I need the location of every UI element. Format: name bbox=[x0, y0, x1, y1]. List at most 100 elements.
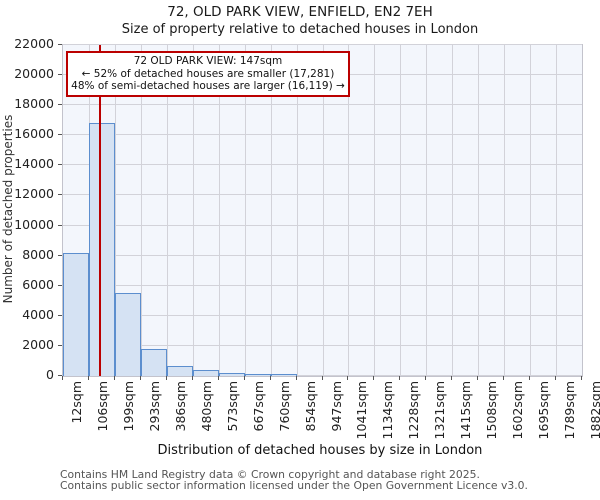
x-tick-mark bbox=[295, 376, 297, 380]
x-tick-label: 1695sqm bbox=[536, 381, 552, 440]
x-tick-label: 854sqm bbox=[302, 381, 318, 432]
x-tick-mark bbox=[347, 376, 349, 380]
x-tick-label: 480sqm bbox=[198, 381, 214, 432]
x-tick-label: 386sqm bbox=[172, 381, 188, 432]
y-tick-mark bbox=[58, 314, 62, 316]
histogram-bar bbox=[63, 252, 89, 376]
gridline-v bbox=[140, 45, 142, 376]
gridline-v bbox=[270, 45, 272, 376]
gridline-v bbox=[478, 45, 480, 376]
x-tick-label: 1602sqm bbox=[510, 381, 526, 440]
x-tick-mark bbox=[425, 376, 427, 380]
y-tick-mark bbox=[58, 254, 62, 256]
x-tick-label: 1882sqm bbox=[588, 381, 600, 440]
gridline-v bbox=[218, 45, 220, 376]
plot-area: 72 OLD PARK VIEW: 147sqm ← 52% of detach… bbox=[62, 44, 583, 377]
histogram-bar bbox=[218, 372, 245, 376]
chart-title: 72, OLD PARK VIEW, ENFIELD, EN2 7EH bbox=[167, 4, 433, 20]
x-tick-label: 1228sqm bbox=[406, 381, 422, 440]
histogram-bar bbox=[192, 369, 219, 376]
y-tick-mark bbox=[58, 375, 62, 376]
y-tick-mark bbox=[58, 224, 62, 226]
histogram-bar bbox=[166, 366, 193, 376]
footer-attribution-line2: Contains public sector information licen… bbox=[60, 479, 528, 492]
gridline-v bbox=[322, 45, 324, 376]
y-tick-label: 18000 bbox=[14, 96, 54, 112]
y-tick-label: 10000 bbox=[14, 216, 54, 232]
y-tick-label: 6000 bbox=[22, 276, 54, 292]
annotation-box: 72 OLD PARK VIEW: 147sqm ← 52% of detach… bbox=[66, 51, 350, 97]
histogram-bar bbox=[88, 123, 115, 376]
x-tick-mark bbox=[477, 376, 479, 380]
histogram-bar bbox=[270, 374, 297, 376]
y-tick-label: 12000 bbox=[14, 186, 54, 202]
x-tick-label: 1508sqm bbox=[484, 381, 500, 440]
histogram-bar bbox=[114, 293, 141, 376]
histogram-bar bbox=[140, 348, 167, 376]
x-tick-mark bbox=[165, 376, 167, 380]
gridline-v bbox=[452, 45, 454, 376]
y-tick-label: 0 bbox=[46, 367, 54, 382]
x-tick-mark bbox=[321, 376, 323, 380]
y-tick-label: 8000 bbox=[22, 246, 54, 262]
gridline-v bbox=[426, 45, 428, 376]
x-axis-label: Distribution of detached houses by size … bbox=[157, 443, 483, 458]
x-tick-label: 293sqm bbox=[146, 381, 162, 432]
x-tick-label: 573sqm bbox=[224, 381, 240, 432]
x-tick-mark bbox=[269, 376, 271, 380]
property-size-marker-line bbox=[99, 45, 102, 376]
y-tick-mark bbox=[58, 284, 62, 286]
x-tick-mark bbox=[451, 376, 453, 380]
x-tick-mark bbox=[243, 376, 245, 380]
x-tick-label: 1041sqm bbox=[354, 381, 370, 440]
y-tick-label: 20000 bbox=[14, 66, 54, 82]
y-tick-label: 14000 bbox=[14, 156, 54, 172]
x-tick-label: 947sqm bbox=[328, 381, 344, 432]
gridline-v bbox=[192, 45, 194, 376]
x-tick-mark bbox=[87, 376, 89, 380]
x-tick-label: 106sqm bbox=[94, 381, 110, 432]
x-tick-mark bbox=[373, 376, 375, 380]
y-axis-label: Number of detached properties bbox=[1, 114, 15, 304]
x-tick-label: 1415sqm bbox=[458, 381, 474, 440]
histogram-bar bbox=[244, 373, 271, 376]
annotation-line2: ← 52% of detached houses are smaller (17… bbox=[81, 67, 335, 80]
y-tick-mark bbox=[58, 74, 62, 76]
annotation-line1: 72 OLD PARK VIEW: 147sqm bbox=[133, 55, 283, 67]
x-tick-mark bbox=[399, 376, 401, 380]
y-tick-mark bbox=[58, 344, 62, 346]
x-tick-mark bbox=[503, 376, 505, 380]
y-tick-mark bbox=[58, 104, 62, 106]
footer-attribution-line1: Contains HM Land Registry data © Crown c… bbox=[60, 468, 480, 481]
x-tick-mark bbox=[555, 376, 557, 380]
x-tick-mark bbox=[139, 376, 141, 380]
y-tick-mark bbox=[58, 134, 62, 136]
gridline-v bbox=[504, 45, 506, 376]
gridline-v bbox=[400, 45, 402, 376]
y-tick-label: 16000 bbox=[14, 126, 54, 142]
y-tick-mark bbox=[58, 164, 62, 166]
gridline-v bbox=[296, 45, 298, 376]
gridline-v bbox=[244, 45, 246, 376]
y-tick-label: 22000 bbox=[14, 36, 54, 51]
gridline-v bbox=[374, 45, 376, 376]
x-tick-mark bbox=[113, 376, 115, 380]
x-tick-label: 1134sqm bbox=[380, 381, 396, 440]
x-tick-mark bbox=[217, 376, 219, 380]
x-tick-mark bbox=[581, 376, 582, 380]
gridline-v bbox=[556, 45, 558, 376]
annotation-line3: 48% of semi-detached houses are larger (… bbox=[71, 80, 345, 92]
y-tick-label: 4000 bbox=[22, 306, 54, 322]
gridline-v bbox=[348, 45, 350, 376]
x-tick-label: 199sqm bbox=[120, 381, 136, 432]
x-tick-mark bbox=[62, 376, 63, 380]
gridline-v bbox=[530, 45, 532, 376]
x-tick-label: 1789sqm bbox=[562, 381, 578, 440]
chart-subtitle: Size of property relative to detached ho… bbox=[121, 22, 479, 37]
x-tick-label: 12sqm bbox=[69, 381, 84, 424]
y-tick-label: 2000 bbox=[22, 336, 54, 352]
x-tick-label: 667sqm bbox=[250, 381, 266, 432]
y-tick-mark bbox=[58, 194, 62, 196]
x-tick-mark bbox=[191, 376, 193, 380]
